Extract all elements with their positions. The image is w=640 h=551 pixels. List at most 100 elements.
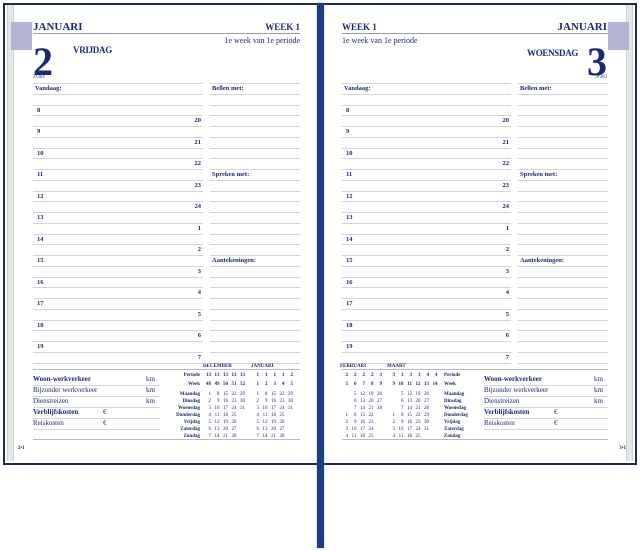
calendar-day[interactable]: 24 xyxy=(231,406,237,411)
calendar-day[interactable]: 4 xyxy=(435,373,438,378)
calendar-day[interactable]: 31 xyxy=(288,406,293,411)
calendar-day[interactable]: 27 xyxy=(231,427,237,432)
calendar-day[interactable]: 9 xyxy=(265,399,268,404)
calendar-day[interactable]: 16 xyxy=(223,399,228,404)
calendar-day[interactable]: 3 xyxy=(409,373,413,378)
calendar-day[interactable]: 6 xyxy=(208,427,212,432)
calendar-day[interactable]: 13 xyxy=(214,373,220,378)
calendar-day[interactable]: 19 xyxy=(271,420,276,425)
calendar-day[interactable]: 4 xyxy=(208,413,212,418)
calendar-day[interactable]: 17 xyxy=(360,427,365,432)
calendar-day[interactable]: 12 xyxy=(214,420,220,425)
calendar-day[interactable]: 13 xyxy=(262,427,268,432)
calendar-day[interactable]: 25 xyxy=(231,413,237,418)
calendar-day[interactable]: 16 xyxy=(360,420,365,425)
calendar-day[interactable]: 28 xyxy=(231,434,237,439)
expense-line[interactable] xyxy=(484,407,608,408)
calendar-day[interactable]: 2 xyxy=(345,373,349,378)
calendar-day[interactable]: 3 xyxy=(401,373,404,378)
calendar-day[interactable]: 11 xyxy=(262,413,268,418)
calendar-day[interactable]: 13 xyxy=(424,382,429,387)
calendar-day[interactable]: 30 xyxy=(288,399,293,404)
calendar-day[interactable]: 12 xyxy=(360,392,365,397)
calendar-day[interactable]: 4 xyxy=(282,382,285,387)
calendar-day[interactable]: 14 xyxy=(360,406,365,411)
calendar-day[interactable]: 21 xyxy=(271,434,276,439)
calendar-day[interactable]: 20 xyxy=(415,399,421,404)
calendar-day[interactable]: 29 xyxy=(288,392,293,397)
calendar-day[interactable]: 3 xyxy=(418,373,421,378)
calendar-day[interactable]: 27 xyxy=(279,427,285,432)
calendar-day[interactable]: 7 xyxy=(401,406,404,411)
calendar-day[interactable]: 14 xyxy=(432,382,438,387)
calendar-day[interactable]: 27 xyxy=(424,399,429,404)
calendar-day[interactable]: 18 xyxy=(407,434,412,439)
calendar-day[interactable]: 4 xyxy=(426,373,430,378)
calendar-day[interactable]: 16 xyxy=(407,420,412,425)
expense-line[interactable] xyxy=(484,429,608,430)
calendar-day[interactable]: 6 xyxy=(256,427,260,432)
calendar-day[interactable]: 21 xyxy=(368,406,374,411)
calendar-day[interactable]: 10 xyxy=(262,406,268,411)
calendar-day[interactable]: 2 xyxy=(256,399,260,404)
calendar-day[interactable]: 2 xyxy=(345,420,349,425)
calendar-day[interactable]: 15 xyxy=(407,413,412,418)
calendar-day[interactable]: 8 xyxy=(354,413,357,418)
calendar-day[interactable]: 3 xyxy=(392,427,396,432)
calendar-day[interactable]: 29 xyxy=(240,392,245,397)
calendar-day[interactable]: 26 xyxy=(377,392,382,397)
calendar-day[interactable]: 3 xyxy=(345,427,349,432)
calendar-day[interactable]: 28 xyxy=(377,406,382,411)
expense-line[interactable] xyxy=(484,396,608,397)
calendar-day[interactable]: 50 xyxy=(223,382,228,387)
calendar-day[interactable]: 51 xyxy=(231,382,237,387)
calendar-day[interactable]: 14 xyxy=(262,434,268,439)
calendar-day[interactable]: 11 xyxy=(351,434,357,439)
calendar-day[interactable]: 22 xyxy=(231,392,237,397)
calendar-day[interactable]: 31 xyxy=(424,427,429,432)
calendar-day[interactable]: 22 xyxy=(368,413,374,418)
calendar-day[interactable]: 10 xyxy=(398,427,404,432)
calendar-day[interactable]: 5 xyxy=(345,382,349,387)
calendar-day[interactable]: 19 xyxy=(368,392,374,397)
calendar-day[interactable]: 4 xyxy=(345,434,349,439)
calendar-day[interactable]: 13 xyxy=(360,399,365,404)
calendar-day[interactable]: 23 xyxy=(368,420,374,425)
calendar-day[interactable]: 13 xyxy=(214,427,220,432)
calendar-day[interactable]: 26 xyxy=(279,420,285,425)
calendar-day[interactable]: 9 xyxy=(379,382,383,387)
calendar-day[interactable]: 17 xyxy=(271,406,276,411)
calendar-day[interactable]: 9 xyxy=(392,382,396,387)
calendar-day[interactable]: 1 xyxy=(256,392,260,397)
calendar-day[interactable]: 2 xyxy=(392,420,396,425)
calendar-day[interactable]: 20 xyxy=(223,427,228,432)
calendar-day[interactable]: 15 xyxy=(360,413,365,418)
month-tab-right[interactable] xyxy=(608,22,629,50)
calendar-day[interactable]: 25 xyxy=(415,434,421,439)
calendar-day[interactable]: 3 xyxy=(256,406,260,411)
calendar-day[interactable]: 16 xyxy=(271,399,276,404)
calendar-day[interactable]: 5 xyxy=(290,382,294,387)
expense-line[interactable] xyxy=(484,418,608,419)
calendar-day[interactable]: 7 xyxy=(256,434,260,439)
calendar-day[interactable]: 5 xyxy=(401,392,404,397)
calendar-day[interactable]: 13 xyxy=(407,399,412,404)
calendar-day[interactable]: 8 xyxy=(265,392,268,397)
calendar-day[interactable]: 2 xyxy=(371,373,374,378)
calendar-day[interactable]: 11 xyxy=(407,382,412,387)
calendar-day[interactable]: 15 xyxy=(271,392,276,397)
calendar-day[interactable]: 1 xyxy=(256,373,260,378)
calendar-day[interactable]: 6 xyxy=(354,382,357,387)
calendar-day[interactable]: 8 xyxy=(371,382,374,387)
calendar-day[interactable]: 17 xyxy=(407,427,412,432)
expense-line[interactable] xyxy=(33,418,160,419)
calendar-day[interactable]: 19 xyxy=(415,392,421,397)
calendar-day[interactable]: 3 xyxy=(208,406,212,411)
calendar-day[interactable]: 29 xyxy=(424,413,429,418)
calendar-day[interactable]: 5 xyxy=(354,392,357,397)
calendar-day[interactable]: 22 xyxy=(279,392,285,397)
calendar-day[interactable]: 24 xyxy=(368,427,374,432)
calendar-day[interactable]: 17 xyxy=(223,406,228,411)
calendar-day[interactable]: 24 xyxy=(279,406,285,411)
calendar-day[interactable]: 11 xyxy=(398,434,404,439)
